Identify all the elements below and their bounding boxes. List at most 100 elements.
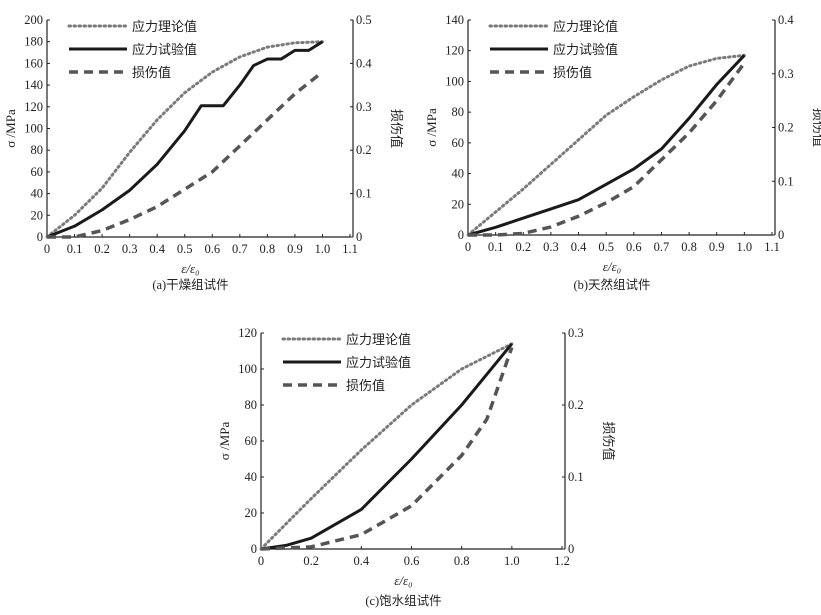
series-line-theory: [259, 342, 514, 551]
x-tick-label: 0.8: [454, 554, 470, 568]
x-tick-label: 1.0: [504, 554, 520, 568]
x-tick-label: 0.2: [303, 554, 319, 568]
x-tick-label: 0.4: [571, 240, 587, 254]
series-line-experiment: [467, 54, 746, 237]
y2-tick-label: 0.3: [568, 326, 584, 340]
y2-tick-label: 0: [568, 542, 574, 556]
x-tick-label: 0.1: [488, 240, 504, 254]
x-axis-label: ε/ε₀: [603, 259, 621, 274]
y2-tick-label: 0.4: [778, 13, 794, 27]
x-tick-label: 0.2: [515, 240, 531, 254]
y-tick-label: 20: [31, 208, 44, 222]
subplot-c: 0 0.2 0.4 0.6 0.8 1.0 1.202040608010012000.10.…: [217, 326, 616, 608]
x-tick-label: 0.1: [67, 242, 83, 256]
legend-label-experiment: 应力试验值: [132, 42, 197, 57]
y2-tick-label: 0.4: [356, 56, 372, 70]
x-tick-label: 0: [258, 554, 264, 568]
series-line-damage: [468, 61, 746, 237]
legend-label-damage: 损伤值: [346, 378, 385, 393]
y-tick-label: 80: [31, 143, 44, 157]
legend-label-theory: 应力理论值: [346, 332, 411, 347]
y2-tick-label: 0.1: [778, 174, 794, 188]
y-tick-label: 140: [24, 78, 43, 92]
y-tick-label: 40: [31, 187, 44, 201]
y2-tick-label: 0.1: [356, 187, 372, 201]
x-tick-label: 0.4: [354, 554, 370, 568]
y2-axis-label: 损伤值: [389, 109, 404, 148]
y2-tick-label: 0: [356, 230, 362, 244]
y-tick-label: 120: [445, 44, 464, 58]
x-tick-label: 1.0: [315, 242, 331, 256]
y2-axis-label: 损伤值: [811, 108, 821, 147]
x-tick-label: 0.3: [122, 242, 138, 256]
y-tick-label: 80: [245, 398, 258, 412]
y2-tick-label: 0.3: [778, 67, 794, 81]
x-tick-label: 0.3: [543, 240, 559, 254]
x-tick-label: 1.2: [554, 554, 570, 568]
x-tick-label: 1.0: [737, 240, 753, 254]
x-tick-label: 0: [44, 242, 50, 256]
subplot-b: 0 0.1 0.2 0.3 0.4 0.5 0.6 0.7 0.8 0.9 1.0 1.1020406…: [424, 13, 821, 292]
subplot-caption: (c)饱水组试件: [365, 593, 441, 608]
subplot-a: 0 0.1 0.2 0.3 0.4 0.5 0.6 0.7 0.8 0.9 1.0 1.1020406…: [3, 13, 404, 292]
y2-tick-label: 0.5: [356, 13, 372, 27]
series-line-theory: [466, 53, 746, 237]
x-tick-label: 0.9: [287, 242, 303, 256]
x-tick-label: 0.7: [654, 240, 670, 254]
legend-label-damage: 损伤值: [553, 65, 592, 80]
y2-tick-label: 0: [778, 228, 784, 242]
series-line-theory: [45, 40, 324, 239]
y-tick-label: 0: [458, 228, 464, 242]
y-tick-label: 100: [238, 362, 257, 376]
subplot-caption: (a)干燥组试件: [152, 277, 228, 292]
x-tick-label: 0.8: [681, 240, 697, 254]
y2-tick-label: 0.1: [568, 470, 584, 484]
y-tick-label: 180: [24, 35, 43, 49]
y-tick-label: 160: [24, 56, 43, 70]
series-line-experiment: [260, 342, 513, 551]
legend-label-theory: 应力理论值: [553, 19, 618, 34]
y-tick-label: 60: [31, 165, 44, 179]
y-axis-label: σ /MPa: [424, 108, 439, 147]
x-tick-label: 1.1: [342, 242, 358, 256]
x-tick-label: 0.5: [598, 240, 614, 254]
x-tick-label: 0.4: [149, 242, 165, 256]
subplot-caption: (b)天然组试件: [573, 277, 650, 292]
y-tick-label: 60: [245, 434, 258, 448]
x-tick-label: 0: [465, 240, 471, 254]
series-line-damage: [260, 346, 514, 551]
series-line-experiment: [46, 40, 324, 239]
x-tick-label: 1.1: [764, 240, 780, 254]
x-tick-label: 0.8: [260, 242, 276, 256]
y-tick-label: 40: [245, 470, 258, 484]
y-tick-label: 200: [24, 13, 43, 27]
y-tick-label: 120: [24, 100, 43, 114]
x-tick-label: 0.5: [177, 242, 193, 256]
y-tick-label: 20: [245, 506, 258, 520]
y-tick-label: 0: [37, 230, 43, 244]
x-tick-label: 0.7: [232, 242, 248, 256]
x-tick-label: 0.6: [626, 240, 642, 254]
y-tick-label: 60: [452, 136, 465, 150]
y-tick-label: 140: [445, 13, 464, 27]
y2-tick-label: 0.3: [356, 100, 372, 114]
y-tick-label: 40: [452, 167, 465, 181]
x-tick-label: 0.6: [204, 242, 220, 256]
x-tick-label: 0.6: [404, 554, 420, 568]
x-tick-label: 0.2: [94, 242, 110, 256]
x-axis-label: ε/ε₀: [394, 573, 412, 588]
y-tick-label: 0: [251, 542, 257, 556]
y-tick-label: 20: [452, 197, 465, 211]
y2-tick-label: 0.2: [356, 143, 372, 157]
y-tick-label: 100: [445, 74, 464, 88]
y-tick-label: 120: [238, 326, 257, 340]
y-tick-label: 80: [452, 105, 465, 119]
legend-label-damage: 损伤值: [132, 65, 171, 80]
y-axis-label: σ /MPa: [217, 422, 232, 461]
x-axis-label: ε/ε₀: [181, 261, 199, 276]
y2-tick-label: 0.2: [568, 398, 584, 412]
legend-label-experiment: 应力试验值: [346, 355, 411, 370]
y-axis-label: σ /MPa: [3, 109, 18, 148]
x-tick-label: 0.9: [709, 240, 725, 254]
